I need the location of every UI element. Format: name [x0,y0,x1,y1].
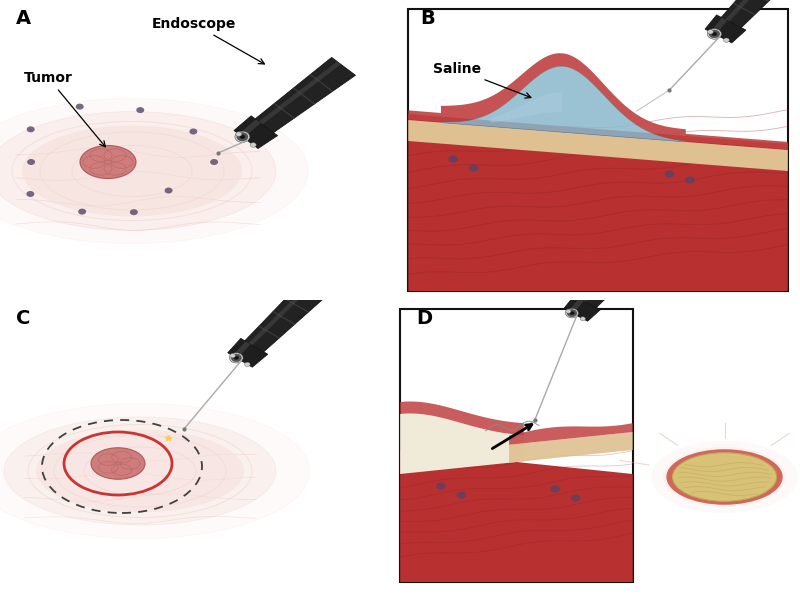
Ellipse shape [91,448,145,479]
Polygon shape [408,120,788,171]
Ellipse shape [4,417,276,525]
Circle shape [78,209,86,215]
Circle shape [567,310,577,317]
Circle shape [231,354,242,362]
Circle shape [570,311,574,315]
Text: Endoscope: Endoscope [152,17,264,64]
Polygon shape [408,53,788,149]
Circle shape [707,30,714,34]
Polygon shape [726,0,780,22]
Circle shape [436,482,446,490]
Circle shape [230,353,235,358]
Circle shape [707,29,722,39]
Circle shape [566,308,578,318]
Polygon shape [255,58,355,133]
Polygon shape [259,61,341,124]
Circle shape [240,135,245,139]
Polygon shape [245,283,326,352]
Text: Saline: Saline [433,62,531,98]
Circle shape [235,131,250,142]
Circle shape [709,30,720,38]
Polygon shape [490,92,562,122]
Polygon shape [563,296,601,321]
Polygon shape [582,250,631,302]
Circle shape [230,353,243,363]
Ellipse shape [0,403,310,539]
Polygon shape [238,119,261,137]
Polygon shape [509,423,633,445]
Polygon shape [578,247,646,307]
Polygon shape [400,450,633,582]
Circle shape [250,143,256,147]
Circle shape [550,485,560,493]
Circle shape [457,491,466,499]
Circle shape [76,104,84,110]
Circle shape [245,362,250,367]
Circle shape [27,159,35,165]
Bar [400,309,633,582]
Ellipse shape [22,125,242,217]
Circle shape [130,209,138,215]
Polygon shape [710,17,727,35]
Ellipse shape [80,145,136,179]
Polygon shape [233,341,250,359]
Ellipse shape [673,452,777,502]
Circle shape [210,159,218,165]
Circle shape [712,32,717,36]
Polygon shape [234,116,278,149]
Ellipse shape [666,449,782,505]
Polygon shape [705,15,746,43]
Polygon shape [408,114,788,291]
Circle shape [26,127,34,133]
Polygon shape [400,401,524,435]
Ellipse shape [0,112,276,230]
Polygon shape [509,432,633,463]
Circle shape [469,164,478,172]
Text: Tumor: Tumor [24,71,106,147]
Circle shape [685,176,694,184]
Text: B: B [421,9,435,28]
Circle shape [190,128,198,134]
Polygon shape [400,413,524,474]
Polygon shape [722,0,796,28]
Circle shape [665,170,674,178]
Polygon shape [249,286,310,345]
Polygon shape [568,298,584,314]
Ellipse shape [0,98,308,244]
Circle shape [26,191,34,197]
Text: D: D [417,309,433,328]
Circle shape [570,494,581,502]
Circle shape [566,310,571,313]
Circle shape [580,317,586,320]
Circle shape [136,107,144,113]
Circle shape [234,356,239,360]
Circle shape [448,155,458,163]
Ellipse shape [36,430,244,512]
Circle shape [237,133,248,141]
Ellipse shape [663,447,786,507]
Ellipse shape [673,451,777,503]
Circle shape [723,38,730,42]
Circle shape [165,188,173,194]
Polygon shape [228,338,268,367]
Circle shape [236,132,242,136]
Ellipse shape [651,441,798,513]
Text: C: C [16,309,30,328]
Polygon shape [441,66,686,142]
Text: A: A [16,9,31,28]
